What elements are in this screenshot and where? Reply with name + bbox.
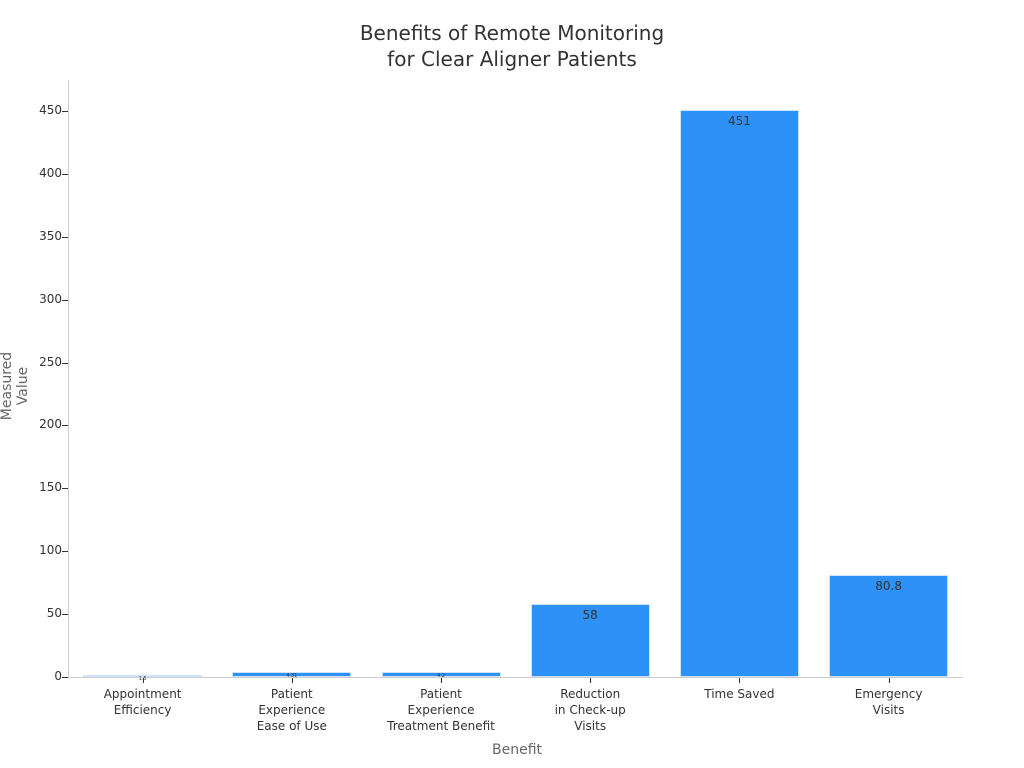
chart-title-line-1: Benefits of Remote Monitoring: [359, 21, 665, 45]
chart-title: Benefits of Remote Monitoring for Clear …: [0, 20, 1024, 72]
y-tick-label: 300: [39, 291, 62, 306]
y-tick-label: 200: [39, 417, 62, 432]
bar[interactable]: 58: [530, 604, 650, 677]
y-tick-label: 350: [39, 228, 62, 243]
bar[interactable]: 1.5: [83, 675, 203, 682]
y-axis-line: [68, 80, 69, 678]
x-tick-label: Patient Experience Treatment Benefit: [387, 687, 495, 733]
x-tick-mark: [291, 678, 293, 683]
y-tick-mark: [62, 173, 68, 175]
y-tick-label: 0: [54, 669, 62, 683]
x-axis-line: [68, 677, 963, 678]
chart-title-line-2: for Clear Aligner Patients: [387, 47, 637, 71]
bar-value-label: 4.31: [286, 672, 298, 679]
bar-value-label: 4.2: [437, 672, 445, 679]
bar[interactable]: 4.2: [381, 671, 501, 679]
y-tick-mark: [62, 236, 68, 238]
y-tick-mark: [62, 111, 68, 112]
x-tick-mark: [888, 678, 890, 683]
x-tick-mark: [590, 678, 592, 683]
bar[interactable]: 451: [679, 109, 799, 677]
x-tick-mark: [441, 678, 442, 683]
y-tick-label: 50: [46, 606, 62, 621]
x-tick-label: Emergency Visits: [854, 687, 923, 717]
y-tick-mark: [62, 425, 68, 427]
y-tick-mark: [62, 551, 68, 553]
y-tick-mark: [62, 299, 68, 301]
bar-value-label: 58: [582, 608, 598, 623]
y-axis-label: Measured Value: [0, 351, 31, 421]
x-tick-label: Reduction in Check-up Visits: [554, 687, 626, 733]
x-tick-mark: [142, 678, 144, 683]
bar-value-label: 80.8: [875, 579, 902, 594]
x-tick-label: Time Saved: [704, 687, 775, 701]
bar[interactable]: 80.8: [829, 575, 949, 677]
y-tick-mark: [62, 488, 68, 490]
x-tick-label: Patient Experience Ease of Use: [256, 687, 327, 733]
y-tick-label: 400: [39, 165, 62, 180]
y-tick-label: 150: [39, 480, 62, 495]
y-tick-label: 250: [39, 354, 62, 369]
x-tick-label: Appointment Efficiency: [103, 687, 182, 717]
bar-value-label: 1.5: [84, 676, 201, 682]
y-tick-label: 100: [39, 543, 62, 558]
x-axis-label: Benefit: [491, 742, 542, 758]
y-tick-mark: [62, 614, 68, 616]
bar[interactable]: 4.31: [232, 671, 352, 679]
y-tick-label: 450: [39, 103, 62, 117]
y-tick-mark: [62, 677, 68, 678]
y-tick-mark: [62, 362, 68, 364]
bar-value-label: 451: [727, 113, 751, 128]
x-tick-mark: [739, 678, 741, 683]
